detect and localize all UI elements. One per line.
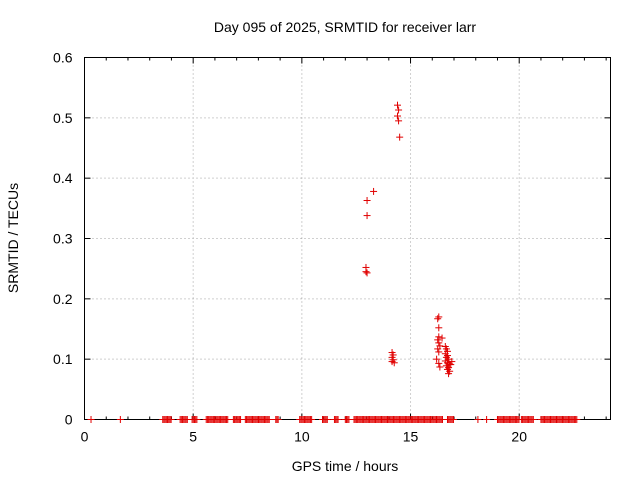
data-point <box>435 359 443 367</box>
zero-point <box>483 416 491 423</box>
data-point <box>445 370 453 378</box>
data-point <box>362 268 370 276</box>
data-point <box>435 333 443 341</box>
x-tick-label: 10 <box>294 429 310 445</box>
x-tick-label: 0 <box>81 429 89 445</box>
data-point <box>433 355 441 363</box>
y-tick-label: 0.4 <box>53 170 73 186</box>
x-axis-label: GPS time / hours <box>292 458 399 474</box>
data-point <box>436 363 444 371</box>
y-tick-label: 0.1 <box>53 351 73 367</box>
data-point <box>390 359 398 367</box>
data-point <box>435 348 443 356</box>
zero-point <box>167 416 175 423</box>
data-point <box>393 101 401 109</box>
y-axis-label: SRMTID / TECUs <box>5 183 21 293</box>
x-tick-label: 15 <box>403 429 419 445</box>
zero-point <box>87 416 95 423</box>
zero-point <box>573 416 581 423</box>
zero-point <box>529 416 537 423</box>
data-point <box>395 106 403 114</box>
axis-ticks: 0 0.1 0.2 0.3 0.4 0.5 0.6 0 5 10 15 20 <box>53 50 611 445</box>
data-point <box>434 345 442 353</box>
plot-frame <box>84 57 611 420</box>
zero-point <box>474 416 482 423</box>
data-point <box>363 269 371 277</box>
data-point <box>434 315 442 323</box>
chart-title: Day 095 of 2025, SRMTID for receiver lar… <box>214 19 477 35</box>
y-tick-label: 0.2 <box>53 291 73 307</box>
zero-point <box>274 416 282 423</box>
data-point <box>434 336 442 344</box>
x-tick-label: 20 <box>511 429 527 445</box>
zero-point <box>449 416 457 423</box>
data-point <box>438 334 446 342</box>
data-point <box>395 117 403 125</box>
data-point <box>435 339 443 347</box>
data-point <box>435 313 443 321</box>
data-point <box>443 352 451 360</box>
data-point <box>363 212 371 220</box>
y-tick-label: 0 <box>65 412 73 428</box>
zero-point <box>116 416 124 423</box>
zero-point <box>265 416 273 423</box>
zero-point <box>334 416 342 423</box>
y-tick-label: 0.6 <box>53 50 73 66</box>
data-point <box>393 112 401 120</box>
data-points <box>87 101 581 423</box>
data-point <box>389 356 397 364</box>
y-tick-label: 0.3 <box>53 231 73 247</box>
grid-lines <box>84 57 611 420</box>
data-point <box>363 196 371 204</box>
y-tick-label: 0.5 <box>53 110 73 126</box>
data-point <box>370 187 378 195</box>
data-point <box>396 133 404 141</box>
zero-point <box>308 416 316 423</box>
x-tick-label: 5 <box>189 429 197 445</box>
data-point <box>448 358 456 366</box>
zero-point <box>323 416 331 423</box>
zero-point <box>193 416 201 423</box>
data-point <box>447 361 455 369</box>
data-point <box>435 324 443 332</box>
